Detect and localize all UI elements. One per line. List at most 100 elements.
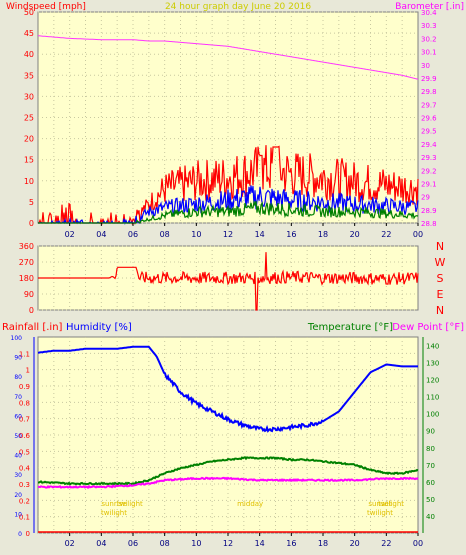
chart-title: 24 hour graph day June 20 2016 [165,2,311,12]
barometer-y-tick-label: 30.3 [421,22,437,30]
rain-y-tick-label: 0.5 [19,448,30,456]
sun-annotation: twilight [101,509,127,517]
barometer-y-tick-label: 30.1 [421,49,437,57]
legend-humidity: Humidity [%] [66,322,132,333]
wind-x-tick-label: 16 [286,230,296,239]
wind-x-tick-label: 18 [318,230,328,239]
sun-annotation: twilight [367,509,393,517]
humidity-y-tick-label: 70 [14,394,22,401]
barometer-axis-title: Barometer [.in] [395,2,464,12]
barometer-y-tick-label: 29 [421,194,430,202]
humidity-y-tick-label: 20 [14,492,22,499]
humidity-y-tick-label: 40 [14,453,22,460]
barometer-line [37,35,419,80]
rain-y-tick-label: 0.3 [19,481,30,489]
climate-x-tick-label: 12 [223,539,233,548]
temperature-line [38,456,419,486]
humidity-y-tick-label: 10 [14,511,22,518]
wind-y-tick-label: 30 [24,92,34,101]
wind-y-tick-label: 50 [24,8,34,17]
humidity-y-tick-label: 50 [14,433,22,440]
temperature-y-tick-label: 60 [426,479,435,487]
barometer-y-tick-label: 29.2 [421,167,437,175]
temperature-y-tick-label: 40 [426,513,435,521]
sun-annotation: midday [237,500,263,508]
humidity-y-tick-label: 100 [11,335,23,342]
wind-direction-line [38,252,419,311]
legend-rainfall: Rainfall [.in] [2,322,63,333]
wind-y-tick-label: 5 [29,198,34,207]
temperature-y-tick-label: 120 [426,377,439,385]
wind-axis-title: Windspeed [mph] [6,2,86,12]
barometer-y-tick-label: 29.1 [421,180,437,188]
wind-gust-line [38,145,419,226]
wind-y-tick-label: 0 [29,219,34,228]
direction-y-tick-label: 360 [19,242,34,251]
wind-y-tick-label: 20 [24,135,34,144]
direction-y-tick-label: 90 [24,290,34,299]
temperature-y-tick-label: 140 [426,343,439,351]
temperature-y-tick-label: 130 [426,360,439,368]
barometer-y-tick-label: 30 [421,62,430,70]
rain-y-tick-label: 0.4 [19,465,31,473]
climate-x-tick-label: 00 [413,539,423,548]
wind-y-tick-label: 45 [24,29,34,38]
legend-temperature: Temperature [°F] [307,322,393,333]
barometer-y-tick-label: 29.3 [421,154,437,162]
barometer-y-tick-label: 29.8 [421,88,437,96]
barometer-y-tick-label: 29.4 [421,141,437,149]
temperature-y-tick-label: 100 [426,411,439,419]
wind-x-tick-label: 06 [128,230,138,239]
wind-x-tick-label: 08 [160,230,170,239]
compass-label: E [437,288,444,301]
direction-y-tick-label: 0 [29,306,34,315]
sun-annotation: sunrise [101,500,126,508]
barometer-y-tick-label: 29.7 [421,101,437,109]
wind-x-tick-label: 14 [255,230,265,239]
climate-x-tick-label: 06 [128,539,138,548]
rain-y-tick-label: 0.6 [19,432,31,440]
wind-x-tick-label: 02 [65,230,75,239]
humidity-y-tick-label: 90 [14,355,22,362]
wind-x-tick-label: 00 [413,230,423,239]
rain-y-tick-label: 0.8 [19,399,30,407]
climate-x-tick-label: 10 [191,539,201,548]
barometer-y-tick-label: 30.2 [421,35,437,43]
temperature-y-tick-label: 110 [426,394,439,402]
humidity-line [37,345,418,433]
climate-x-tick-label: 18 [318,539,328,548]
direction-y-tick-label: 270 [19,258,34,267]
compass-label: N [436,240,444,253]
wind-y-tick-label: 35 [24,71,34,80]
climate-x-tick-label: 14 [255,539,265,548]
temperature-y-tick-label: 50 [426,496,435,504]
wind-x-tick-label: 12 [223,230,233,239]
dew-point-line [38,476,419,490]
wind-y-tick-label: 40 [24,50,34,59]
temperature-y-tick-label: 80 [426,445,435,453]
compass-label: S [437,272,444,285]
rain-y-tick-label: 0.7 [19,416,30,424]
climate-x-tick-label: 20 [350,539,360,548]
humidity-y-tick-label: 0 [18,531,22,538]
direction-y-tick-label: 180 [19,274,34,283]
wind-x-tick-label: 20 [350,230,360,239]
wind-x-tick-label: 04 [96,230,106,239]
wind-y-tick-label: 15 [24,156,34,165]
wind-y-tick-label: 10 [24,177,34,186]
wind-x-tick-label: 10 [191,230,201,239]
barometer-y-tick-label: 29.9 [421,75,437,83]
temperature-y-tick-label: 70 [426,462,435,470]
climate-x-tick-label: 16 [286,539,296,548]
climate-x-tick-label: 22 [381,539,391,548]
rain-y-tick-label: 0.9 [19,383,30,391]
climate-x-tick-label: 08 [160,539,170,548]
climate-x-tick-label: 04 [96,539,106,548]
sun-annotation: twilight [117,500,143,508]
sun-annotation: sunset [368,500,391,508]
wind-x-tick-label: 22 [381,230,391,239]
compass-label: W [435,256,446,269]
temperature-y-tick-label: 90 [426,428,435,436]
humidity-y-tick-label: 60 [14,413,22,420]
